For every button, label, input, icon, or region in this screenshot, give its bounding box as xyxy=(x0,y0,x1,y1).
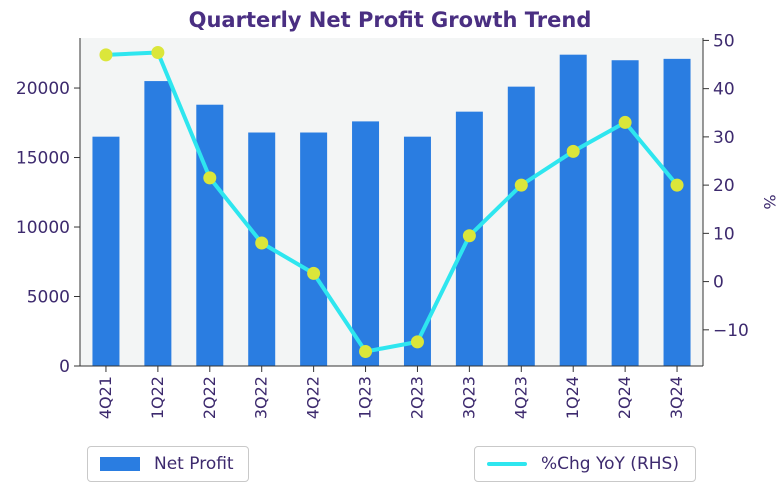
right-tick-label: 30 xyxy=(713,128,735,148)
yoy-point-1q22[interactable] xyxy=(151,45,165,59)
bar-2q22[interactable] xyxy=(196,104,224,367)
legend-net-profit[interactable]: Net Profit xyxy=(87,446,249,482)
legend-line-swatch xyxy=(487,462,527,466)
x-tick-label: 3Q22 xyxy=(252,376,271,419)
left-tick-label: 5000 xyxy=(27,288,70,308)
x-tick-label: 1Q24 xyxy=(563,376,582,419)
yoy-point-3q24[interactable] xyxy=(670,178,684,192)
yoy-point-2q24[interactable] xyxy=(618,115,632,129)
bar-1q23[interactable] xyxy=(352,121,380,366)
yoy-point-1q24[interactable] xyxy=(566,144,580,158)
bar-1q22[interactable] xyxy=(144,81,172,366)
legend-yoy-change[interactable]: %Chg YoY (RHS) xyxy=(474,446,696,482)
x-tick-label: 2Q23 xyxy=(407,376,426,419)
x-axis: 4Q21 1Q22 2Q22 3Q22 4Q22 1Q23 2Q23 3Q23 4Q23 1Q24… xyxy=(80,365,703,419)
x-tick-label: 4Q22 xyxy=(304,376,323,419)
left-tick-label: 0 xyxy=(59,357,70,377)
bar-1q24[interactable] xyxy=(559,54,587,366)
right-tick-label: −10 xyxy=(713,321,749,341)
yoy-point-2q23[interactable] xyxy=(410,335,424,349)
legend-bar-swatch xyxy=(100,457,140,471)
left-tick-label: 15000 xyxy=(16,149,70,169)
yoy-point-2q22[interactable] xyxy=(203,171,217,185)
x-tick-label: 2Q24 xyxy=(615,376,634,419)
yoy-point-1q23[interactable] xyxy=(359,345,373,359)
yoy-point-3q22[interactable] xyxy=(255,236,269,250)
yoy-point-4q22[interactable] xyxy=(307,266,321,280)
right-tick-label: 10 xyxy=(713,224,735,244)
legend-label-net-profit: Net Profit xyxy=(154,454,234,474)
yoy-point-3q23[interactable] xyxy=(462,229,476,243)
yoy-point-4q23[interactable] xyxy=(514,178,528,192)
right-tick-label: 20 xyxy=(713,176,735,196)
bar-2q24[interactable] xyxy=(611,60,639,366)
x-tick-label: 3Q23 xyxy=(459,376,478,419)
line-layer xyxy=(99,45,684,359)
left-tick-label: 10000 xyxy=(16,218,70,238)
x-tick-label: 1Q22 xyxy=(148,376,167,419)
bar-4q22[interactable] xyxy=(300,132,328,366)
bar-4q23[interactable] xyxy=(507,86,535,366)
left-tick-label: 20000 xyxy=(16,79,70,99)
right-axis-label: % xyxy=(760,194,778,209)
x-tick-label: 2Q22 xyxy=(200,376,219,419)
x-tick-label: 4Q23 xyxy=(511,376,530,419)
yoy-point-4q21[interactable] xyxy=(99,48,113,62)
x-tick-label: 1Q23 xyxy=(356,376,375,419)
bar-2q23[interactable] xyxy=(403,136,431,366)
right-axis: −10 0 10 20 30 40 50 xyxy=(702,31,749,366)
bar-4q21[interactable] xyxy=(92,136,120,366)
x-tick-label: 3Q24 xyxy=(667,376,686,419)
chart-title: Quarterly Net Profit Growth Trend xyxy=(189,8,592,32)
yoy-change-line xyxy=(103,50,680,354)
plot-area xyxy=(80,38,703,366)
right-tick-label: 50 xyxy=(713,31,735,51)
x-tick-label: 4Q21 xyxy=(96,376,115,419)
right-tick-label: 0 xyxy=(713,273,724,293)
left-axis: 0 5000 10000 15000 20000 xyxy=(16,38,81,377)
legend-label-yoy-change: %Chg YoY (RHS) xyxy=(541,454,679,474)
right-tick-label: 40 xyxy=(713,80,735,100)
bar-3q24[interactable] xyxy=(663,58,691,366)
